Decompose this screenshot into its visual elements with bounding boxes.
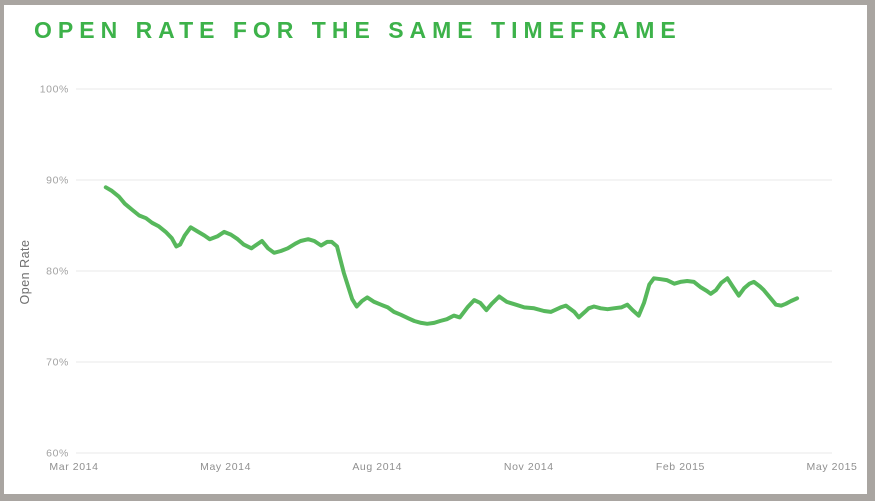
x-tick-label: May 2014	[200, 461, 251, 473]
x-tick-label: May 2015	[807, 461, 858, 473]
line-chart: 100% 90% 80% 70% 60%Mar 2014 May 2014 Aug 2014…	[40, 84, 858, 474]
x-tick-label: Feb 2015	[656, 461, 705, 473]
y-tick-label: 60%	[46, 448, 69, 460]
open-rate-line	[103, 185, 800, 326]
y-tick-label: 90%	[46, 175, 69, 187]
y-tick-label: 70%	[46, 357, 69, 369]
y-tick-label: 100%	[40, 84, 69, 96]
x-tick-label: Nov 2014	[504, 461, 554, 473]
x-tick-label: Mar 2014	[49, 461, 98, 473]
chart-title: OPEN RATE FOR THE SAME TIMEFRAME	[34, 17, 682, 43]
y-tick-label: 80%	[46, 266, 69, 278]
x-tick-label: Aug 2014	[352, 461, 402, 473]
